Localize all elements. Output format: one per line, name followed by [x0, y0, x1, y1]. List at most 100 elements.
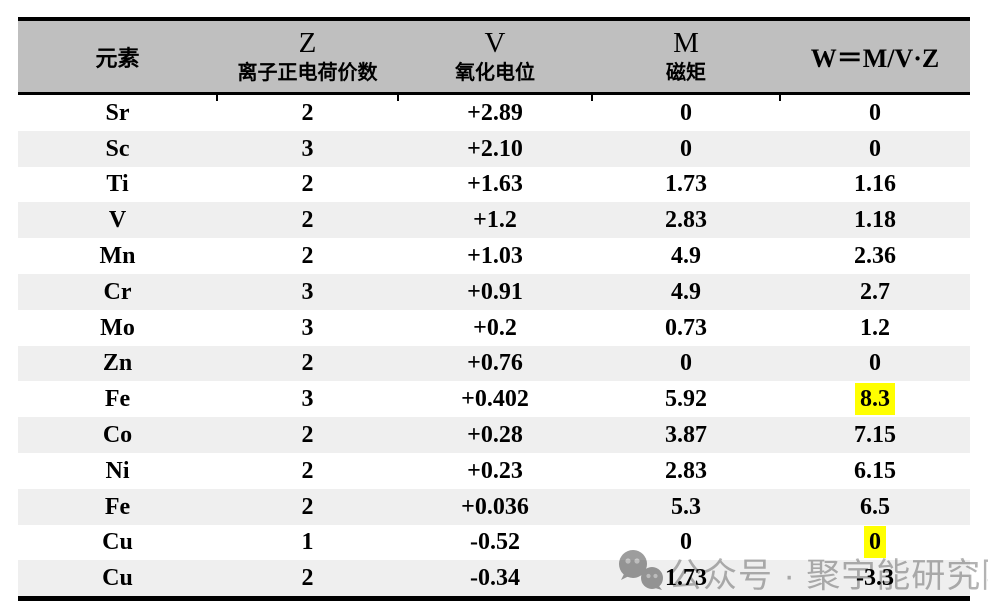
table-body: Sr 2 +2.89 0 0 Sc 3 +2.10 0 0 Ti 2 +1.63… — [18, 95, 970, 597]
cell-charge: 2 — [301, 457, 314, 484]
cell-moment: 0 — [680, 99, 692, 126]
cell-element: Cr — [103, 278, 132, 305]
header-divider — [18, 92, 970, 101]
cell-potential: +1.63 — [467, 171, 523, 198]
table-row: Fe 3 +0.402 5.92 8.3 — [18, 381, 970, 417]
cell-element: Fe — [104, 386, 131, 413]
cell-charge: 2 — [301, 207, 314, 234]
cell-potential: +0.28 — [467, 422, 523, 449]
table-row: Co 2 +0.28 3.87 7.15 — [18, 417, 970, 453]
column-tick — [216, 95, 218, 101]
table-row: Sr 2 +2.89 0 0 — [18, 95, 970, 131]
cell-charge: 2 — [301, 243, 314, 270]
table-bottom-border — [18, 596, 970, 602]
table-row: Sc 3 +2.10 0 0 — [18, 130, 970, 167]
cell-moment: 0.73 — [665, 314, 707, 341]
cell-charge: 2 — [301, 422, 314, 449]
cell-w: 2.7 — [860, 278, 890, 305]
cell-element: Cu — [102, 529, 133, 556]
cell-w: 1.16 — [854, 171, 896, 198]
cell-potential: +0.91 — [467, 278, 523, 305]
header-moment-sub: 磁矩 — [666, 61, 706, 84]
cell-potential: +2.89 — [467, 99, 523, 126]
header-charge-letter: Z — [298, 26, 317, 59]
cell-charge: 3 — [301, 314, 314, 341]
cell-potential: +0.2 — [473, 314, 517, 341]
cell-element: Cu — [102, 565, 133, 592]
table-row: Mo 3 +0.2 0.73 1.2 — [18, 310, 970, 346]
cell-moment: 0 — [680, 350, 692, 377]
cell-charge: 2 — [301, 493, 314, 520]
cell-element: Mn — [99, 243, 136, 270]
cell-w: 6.15 — [854, 457, 896, 484]
cell-w: 2.36 — [854, 243, 896, 270]
cell-element: Fe — [104, 493, 131, 520]
cell-moment: 1.73 — [665, 565, 707, 592]
cell-w: 6.5 — [860, 493, 890, 520]
cell-moment: 4.9 — [671, 243, 701, 270]
cell-element: Ti — [106, 171, 129, 198]
cell-potential: +0.402 — [461, 386, 529, 413]
table-top-border — [18, 17, 970, 21]
cell-element: Mo — [100, 314, 135, 341]
cell-element: Co — [102, 422, 133, 449]
cell-potential: +0.036 — [461, 493, 529, 520]
table-row: Ni 2 +0.23 2.83 6.15 — [18, 453, 970, 489]
cell-charge: 3 — [301, 386, 314, 413]
table-row: Fe 2 +0.036 5.3 6.5 — [18, 488, 970, 525]
header-formula-label: W＝M/V·Z — [810, 44, 940, 73]
cell-charge: 2 — [301, 565, 314, 592]
cell-w: 0 — [780, 525, 970, 561]
table-row: Mn 2 +1.03 4.9 2.36 — [18, 238, 970, 274]
cell-potential: +0.23 — [467, 457, 523, 484]
cell-charge: 2 — [301, 171, 314, 198]
cell-moment: 0 — [680, 529, 692, 556]
cell-potential: -0.34 — [470, 565, 520, 592]
cell-potential: +0.76 — [467, 350, 523, 377]
cell-charge: 1 — [301, 529, 314, 556]
table-row: Ti 2 +1.63 1.73 1.16 — [18, 167, 970, 203]
cell-w: 8.3 — [780, 381, 970, 417]
cell-charge: 2 — [301, 99, 314, 126]
cell-moment: 1.73 — [665, 171, 707, 198]
column-tick — [779, 95, 781, 101]
cell-w: 1.18 — [854, 207, 896, 234]
cell-moment: 2.83 — [665, 207, 707, 234]
data-table: 元素 Z 离子正电荷价数 V 氧化电位 M 磁矩 W＝M/V·Z — [18, 17, 970, 602]
cell-element: Sc — [105, 135, 130, 162]
cell-charge: 3 — [301, 278, 314, 305]
cell-moment: 0 — [680, 135, 692, 162]
cell-w: 1.2 — [860, 314, 890, 341]
column-tick — [591, 95, 593, 101]
table-row: Zn 2 +0.76 0 0 — [18, 345, 970, 382]
header-formula: W＝M/V·Z — [780, 21, 970, 92]
table-row: Cu 2 -0.34 1.73 -3.3 — [18, 560, 970, 597]
cell-moment: 2.83 — [665, 457, 707, 484]
cell-w: -3.3 — [856, 565, 894, 592]
cell-element: Sr — [105, 99, 130, 126]
header-moment-letter: M — [673, 26, 699, 59]
header-potential: V 氧化电位 — [398, 21, 592, 92]
cell-element: Ni — [105, 457, 130, 484]
cell-potential: +1.2 — [473, 207, 517, 234]
header-potential-sub: 氧化电位 — [455, 61, 535, 84]
header-moment: M 磁矩 — [592, 21, 780, 92]
cell-potential: +1.03 — [467, 243, 523, 270]
table-row: Cu 1 -0.52 0 0 — [18, 525, 970, 561]
header-element-label: 元素 — [95, 45, 140, 71]
cell-charge: 2 — [301, 350, 314, 377]
cell-charge: 3 — [301, 135, 314, 162]
header-charge: Z 离子正电荷价数 — [217, 21, 398, 92]
cell-moment: 5.3 — [671, 493, 701, 520]
table-row: Cr 3 +0.91 4.9 2.7 — [18, 273, 970, 310]
cell-potential: -0.52 — [470, 529, 520, 556]
header-potential-letter: V — [484, 26, 506, 59]
column-tick — [397, 95, 399, 101]
cell-w: 0 — [869, 99, 881, 126]
cell-element: V — [108, 207, 127, 234]
table-row: V 2 +1.2 2.83 1.18 — [18, 202, 970, 239]
table-header-row: 元素 Z 离子正电荷价数 V 氧化电位 M 磁矩 W＝M/V·Z — [18, 21, 970, 92]
header-charge-sub: 离子正电荷价数 — [237, 61, 378, 84]
cell-moment: 4.9 — [671, 278, 701, 305]
